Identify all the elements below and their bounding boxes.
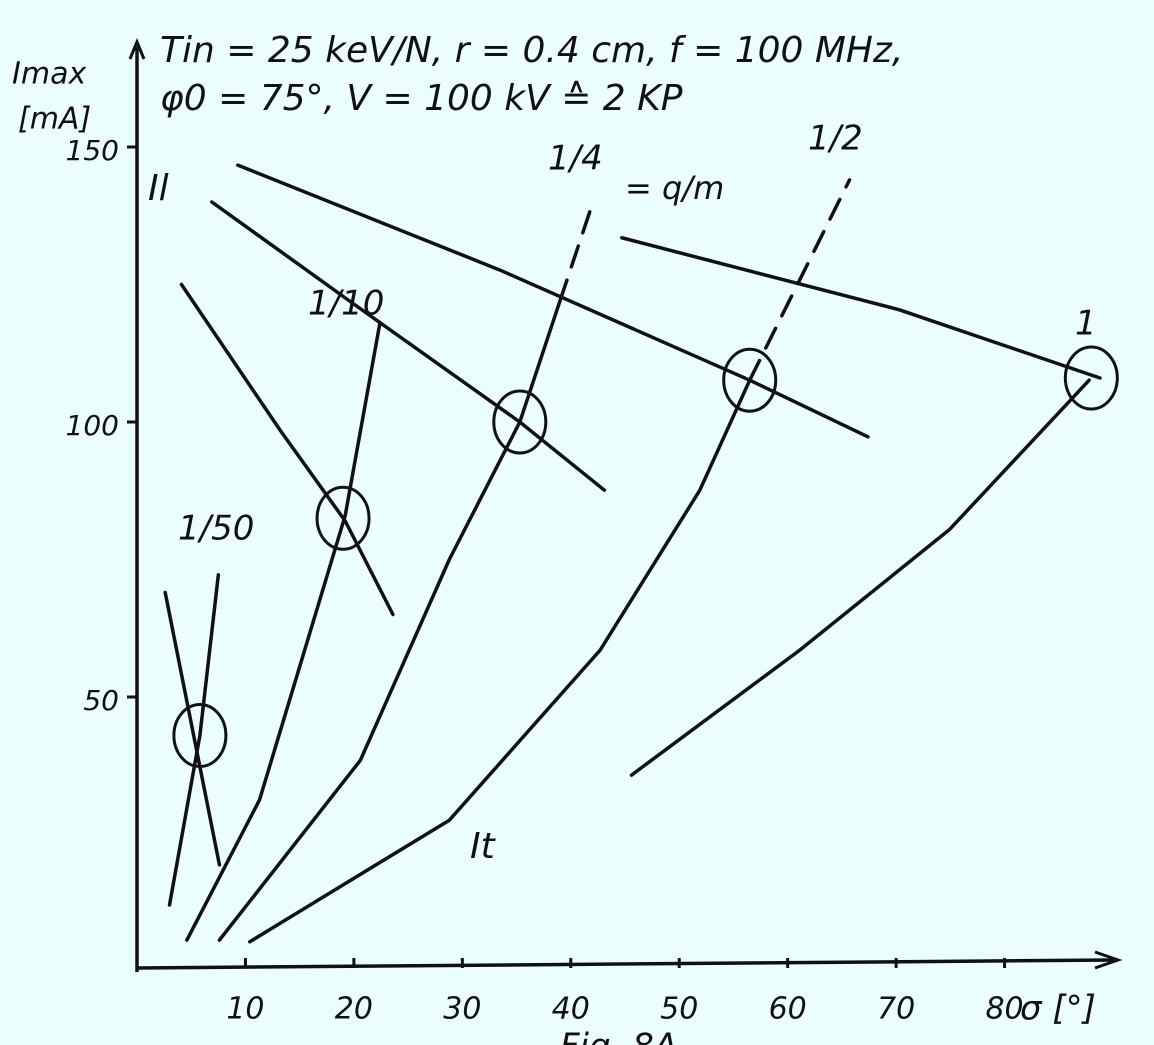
series-label: 1/2 [808, 119, 863, 159]
y-tick-label: 150 [66, 134, 119, 167]
y-label: Imax [12, 57, 86, 92]
x-tick-label: 20 [335, 992, 373, 1027]
caption: Fig. 8A [560, 1027, 677, 1045]
y-label: [mA] [18, 102, 91, 137]
y-tick-label: 100 [66, 409, 119, 442]
y-tick-label: 50 [83, 684, 119, 717]
x-tick-label: 40 [552, 992, 590, 1027]
series-label: 1/4 [548, 139, 603, 179]
x-tick-label: 50 [660, 992, 698, 1027]
longitudinal-label: Il [148, 168, 169, 209]
x-label: σ [°] [1020, 989, 1096, 1029]
x-tick-label: 10 [226, 992, 264, 1027]
x-tick-label: 30 [443, 992, 481, 1027]
title-line: φ0 = 75°, V = 100 kV ≙ 2 KP [160, 78, 683, 119]
title-line: Tin = 25 keV/N, r = 0.4 cm, f = 100 MHz, [160, 30, 903, 71]
x-tick-label: 70 [877, 992, 915, 1027]
transverse-label: It [470, 826, 497, 867]
x-tick-label: 80 [985, 992, 1023, 1027]
chart: Tin = 25 keV/N, r = 0.4 cm, f = 100 MHz,… [0, 0, 1154, 1045]
series-label: 1 [1075, 304, 1097, 344]
x-tick-label: 60 [769, 992, 807, 1027]
series-label: 1/50 [178, 509, 254, 549]
ratio-label: = q/m [625, 169, 724, 207]
